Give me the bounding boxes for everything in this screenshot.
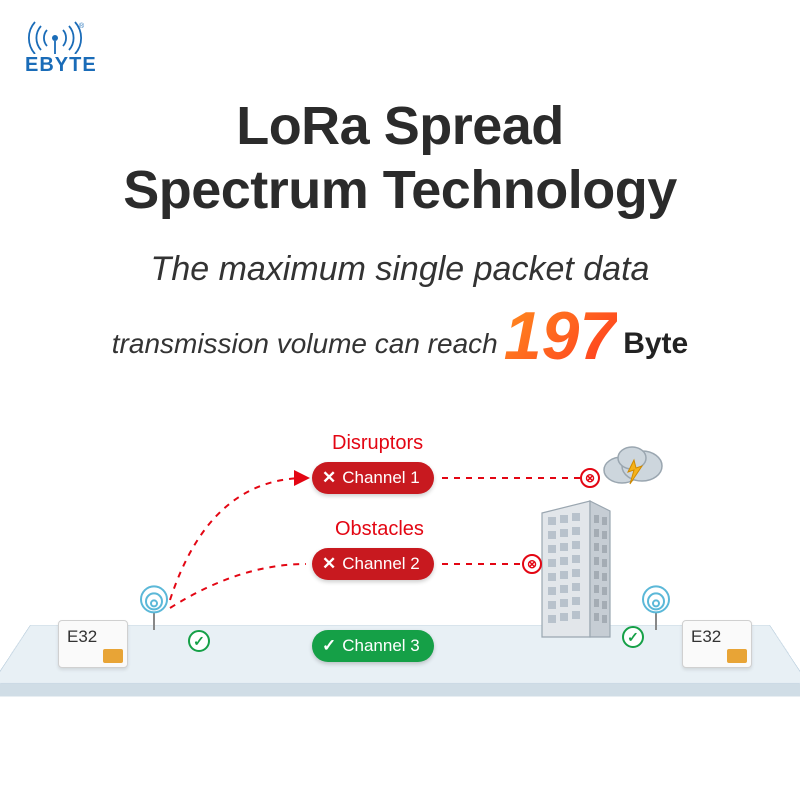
- channel-diagram: Disruptors Obstacles ✕ Channel 1 ✕ Chann…: [0, 430, 800, 780]
- antenna-right-icon: [642, 580, 670, 630]
- subtitle-line-1: The maximum single packet data: [0, 250, 800, 289]
- brand-name: EBYTE: [25, 54, 97, 77]
- cloud-icon: [598, 442, 668, 492]
- title-line-2: Spectrum Technology: [123, 160, 677, 220]
- channel-2-pill: ✕ Channel 2: [312, 548, 434, 580]
- status-cross-cloud: ⊗: [580, 468, 600, 488]
- subtitle-line-2: transmission volume can reach 197 Byte: [0, 303, 800, 361]
- subtitle-prefix: transmission volume can reach: [112, 328, 498, 360]
- channel-3-text: Channel 3: [342, 636, 420, 656]
- building-icon: [540, 495, 612, 640]
- svg-text:®: ®: [79, 22, 85, 30]
- highlight-unit: Byte: [623, 327, 688, 361]
- page-title: LoRa Spread Spectrum Technology: [0, 95, 800, 222]
- x-icon: ✕: [322, 554, 336, 574]
- obstacles-label: Obstacles: [335, 518, 424, 541]
- antenna-logo-icon: ®: [25, 20, 85, 54]
- check-icon: ✓: [322, 636, 336, 656]
- status-check-left: ✓: [188, 630, 210, 652]
- module-left: E32: [58, 620, 128, 668]
- path-channel-2-left: [170, 564, 306, 608]
- status-cross-building: ⊗: [522, 554, 542, 574]
- channel-2-text: Channel 2: [342, 554, 420, 574]
- brand-logo: ® EBYTE: [25, 20, 97, 77]
- x-icon: ✕: [322, 468, 336, 488]
- title-line-1: LoRa Spread: [236, 96, 564, 156]
- module-right-label: E32: [691, 627, 721, 647]
- status-check-right: ✓: [622, 626, 644, 648]
- channel-1-pill: ✕ Channel 1: [312, 462, 434, 494]
- disruptors-label: Disruptors: [332, 432, 423, 455]
- channel-1-text: Channel 1: [342, 468, 420, 488]
- antenna-left-icon: [140, 580, 168, 630]
- module-right: E32: [682, 620, 752, 668]
- channel-3-pill: ✓ Channel 3: [312, 630, 434, 662]
- highlight-number: 197: [504, 309, 617, 363]
- module-left-label: E32: [67, 627, 97, 647]
- subtitle: The maximum single packet data transmiss…: [0, 250, 800, 361]
- path-channel-1-left: [170, 478, 306, 600]
